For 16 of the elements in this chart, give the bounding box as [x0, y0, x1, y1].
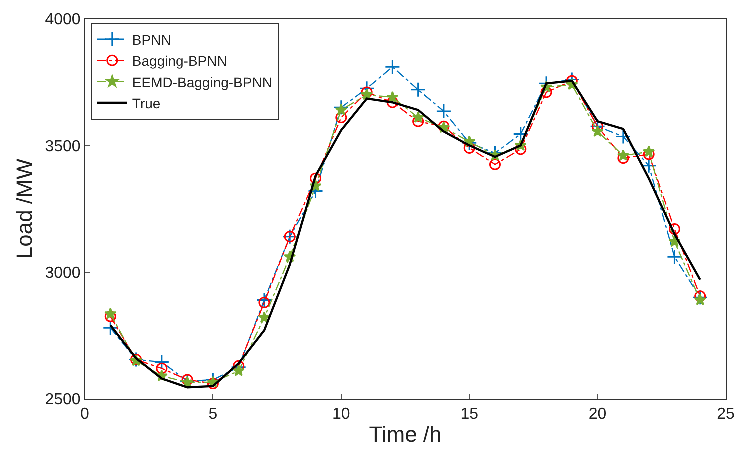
x-tick-label: 25 — [717, 406, 735, 424]
y-tick-label: 2500 — [45, 392, 81, 409]
x-axis-title: Time /h — [369, 422, 442, 448]
y-tick-label: 3000 — [45, 264, 81, 282]
legend-label: Bagging-BPNN — [132, 53, 228, 70]
x-tick-label: 5 — [208, 406, 218, 424]
y-tick-label: 3500 — [45, 138, 81, 156]
x-tick-label: 15 — [460, 406, 479, 424]
y-tick-label: 4000 — [45, 12, 81, 29]
y-axis-title: Load /MW — [12, 158, 38, 260]
legend-label: BPNN — [132, 32, 172, 48]
legend-label: True — [132, 95, 161, 112]
x-tick-label: 10 — [332, 406, 350, 424]
x-tick-label: 0 — [80, 406, 90, 424]
legend-label: EEMD-Bagging-BPNN — [132, 74, 272, 90]
x-tick-label: 20 — [588, 406, 607, 424]
